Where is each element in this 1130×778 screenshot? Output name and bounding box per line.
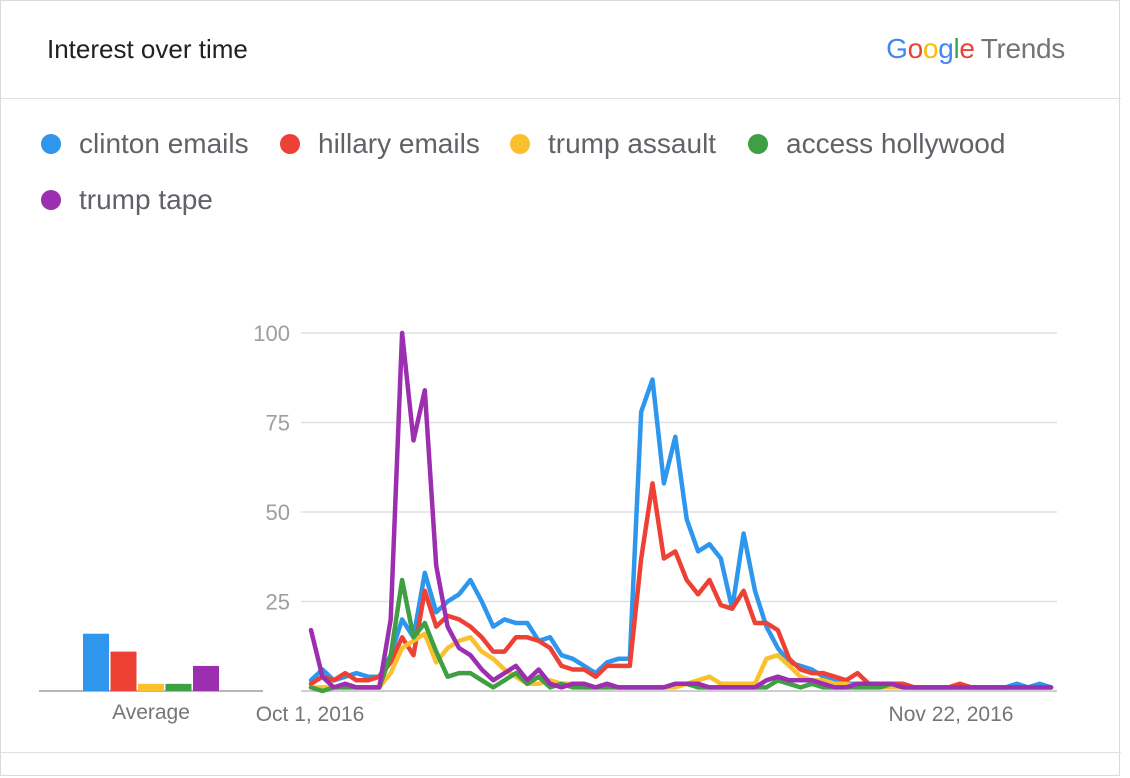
legend-item-clinton-emails[interactable]: clinton emails — [41, 128, 249, 160]
card-title: Interest over time — [47, 34, 248, 64]
legend-label: trump assault — [548, 128, 717, 159]
legend-item-trump-assault[interactable]: trump assault — [510, 128, 716, 160]
legend-dot-icon — [748, 134, 768, 154]
legend-item-access-hollywood[interactable]: access hollywood — [748, 128, 1005, 160]
y-tick-label: 75 — [266, 411, 290, 436]
card-header: Interest over time Google Trends — [1, 1, 1121, 99]
average-bar[interactable] — [193, 665, 219, 691]
legend-label: clinton emails — [79, 128, 249, 159]
google-trends-logo[interactable]: Google Trends — [886, 33, 1065, 64]
legend-dot-icon — [510, 134, 530, 154]
average-bar[interactable] — [138, 683, 164, 691]
legend-dot-icon — [280, 134, 300, 154]
series-line-clinton-emails[interactable] — [308, 377, 1054, 690]
line-chart[interactable]: 25 50 75 100 Average Oct 1, 2016 Nov 22, 2016 — [1, 1, 1121, 761]
legend-dot-icon — [41, 134, 61, 154]
average-bar[interactable] — [110, 651, 137, 691]
legend-label: trump tape — [79, 184, 213, 215]
series-line-trump-assault[interactable] — [308, 631, 1054, 690]
x-tick-label-end: Nov 22, 2016 — [889, 703, 1014, 726]
y-tick-label: 50 — [266, 500, 290, 525]
series-line-trump-tape[interactable] — [308, 330, 1054, 690]
average-label: Average — [112, 701, 190, 724]
legend-label: access hollywood — [786, 128, 1006, 159]
y-tick-label: 100 — [253, 321, 290, 346]
legend-item-hillary-emails[interactable]: hillary emails — [280, 128, 480, 160]
average-bar[interactable] — [83, 633, 109, 691]
legend-dot-icon — [41, 190, 61, 210]
x-tick-label-start: Oct 1, 2016 — [256, 703, 365, 726]
legend-label: hillary emails — [318, 128, 480, 159]
average-bar[interactable] — [165, 683, 192, 691]
legend-item-trump-tape[interactable]: trump tape — [41, 184, 213, 216]
card-footer-divider — [1, 752, 1121, 753]
y-tick-label: 25 — [266, 590, 290, 615]
